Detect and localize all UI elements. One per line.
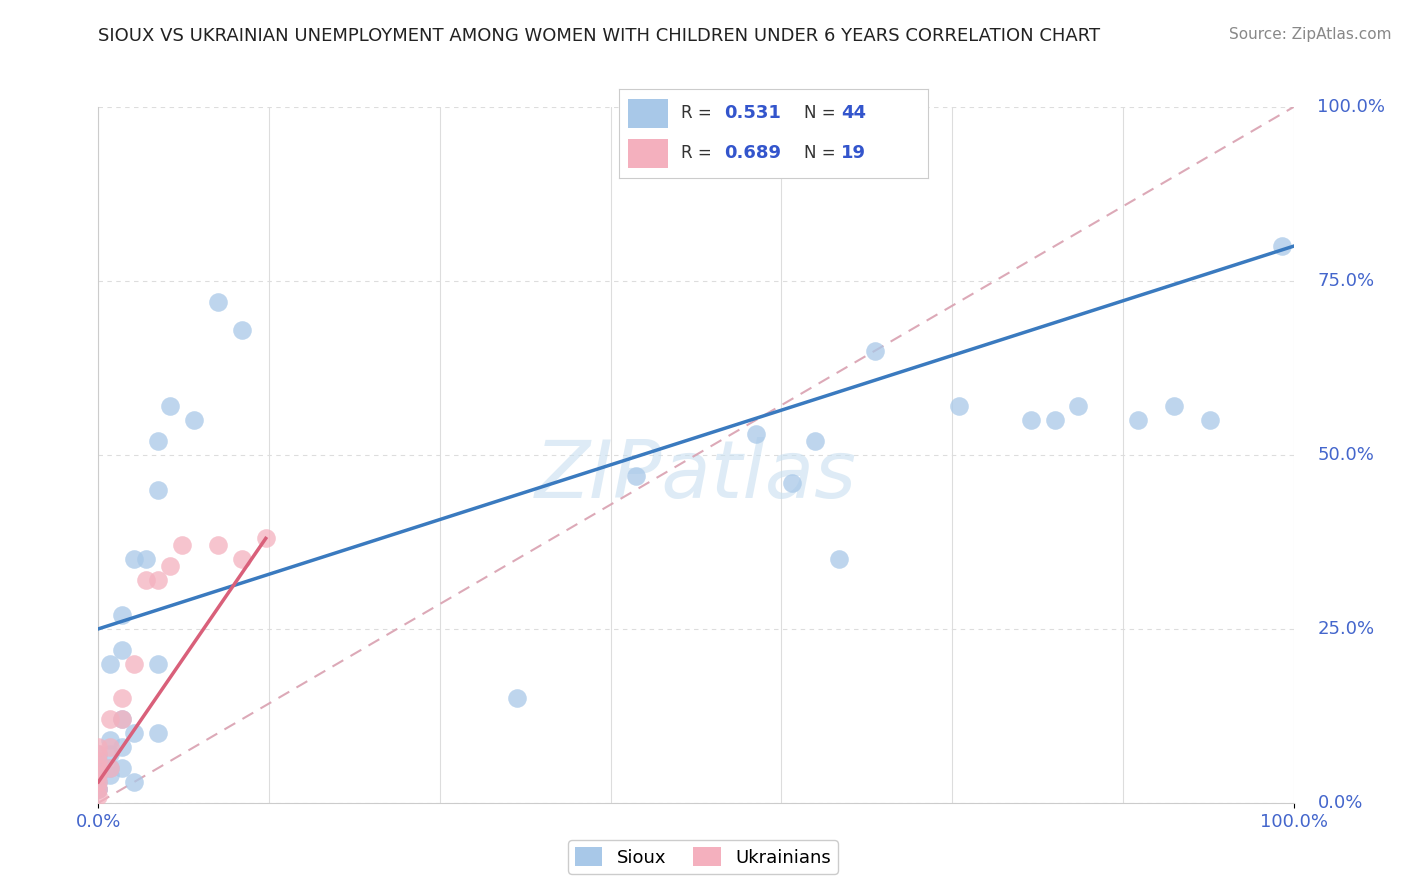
Point (87, 761, 110, 775)
Point (828, 552, 851, 566)
Text: 75.0%: 75.0% (1317, 272, 1375, 290)
Point (87, 781, 110, 796)
Point (1067, 399, 1090, 413)
Point (148, 726, 170, 740)
Point (87, 789, 110, 803)
FancyBboxPatch shape (628, 139, 668, 168)
Point (172, 538, 194, 552)
Point (124, 552, 146, 566)
Point (148, 434, 170, 448)
Point (87, 747, 110, 761)
Point (135, 552, 157, 566)
Point (624, 468, 647, 483)
Point (863, 343, 886, 358)
Point (745, 427, 768, 442)
Point (124, 657, 146, 671)
Point (87, 775, 110, 789)
Point (231, 552, 253, 566)
Point (98, 768, 122, 782)
Text: 0.689: 0.689 (724, 145, 780, 162)
Point (87, 781, 110, 796)
Point (87, 754, 110, 768)
Point (98, 733, 122, 747)
Point (111, 740, 134, 755)
Point (159, 399, 181, 413)
Point (1198, 413, 1220, 427)
Text: ZIPatlas: ZIPatlas (534, 437, 858, 515)
Point (780, 475, 803, 490)
Point (183, 413, 205, 427)
Text: 0.531: 0.531 (724, 104, 780, 122)
Text: N =: N = (804, 104, 841, 122)
Point (124, 726, 146, 740)
Point (135, 573, 157, 587)
Text: 100.0%: 100.0% (1317, 98, 1385, 116)
Point (98, 761, 122, 775)
Text: R =: R = (681, 145, 717, 162)
Point (207, 294, 229, 309)
Point (1019, 413, 1042, 427)
Point (506, 691, 529, 706)
Point (948, 399, 970, 413)
Text: 50.0%: 50.0% (1317, 446, 1374, 464)
Point (87, 761, 110, 775)
Point (231, 323, 253, 337)
FancyBboxPatch shape (628, 99, 668, 128)
Point (98, 657, 122, 671)
Text: SIOUX VS UKRAINIAN UNEMPLOYMENT AMONG WOMEN WITH CHILDREN UNDER 6 YEARS CORRELAT: SIOUX VS UKRAINIAN UNEMPLOYMENT AMONG WO… (98, 27, 1101, 45)
Text: 25.0%: 25.0% (1317, 620, 1375, 638)
Point (87, 768, 110, 782)
Point (98, 712, 122, 726)
Point (148, 657, 170, 671)
Point (207, 538, 229, 552)
Point (111, 761, 134, 775)
Point (1128, 413, 1150, 427)
Text: R =: R = (681, 104, 717, 122)
Point (98, 761, 122, 775)
Point (87, 775, 110, 789)
Point (124, 775, 146, 789)
Text: 0.0%: 0.0% (1317, 794, 1362, 812)
Point (1163, 399, 1185, 413)
Point (98, 740, 122, 755)
Point (254, 532, 277, 546)
Text: N =: N = (804, 145, 841, 162)
Point (111, 642, 134, 657)
Point (1043, 413, 1066, 427)
Text: 19: 19 (841, 145, 866, 162)
Point (111, 712, 134, 726)
Legend: Sioux, Ukrainians: Sioux, Ukrainians (568, 840, 838, 874)
Point (148, 483, 170, 497)
Point (148, 573, 170, 587)
Point (111, 691, 134, 706)
Point (87, 754, 110, 768)
Point (159, 559, 181, 574)
Point (87, 768, 110, 782)
Point (87, 740, 110, 755)
Text: 44: 44 (841, 104, 866, 122)
Point (804, 434, 827, 448)
Point (87, 747, 110, 761)
Point (98, 747, 122, 761)
Point (87, 781, 110, 796)
Point (1271, 239, 1294, 253)
Text: Source: ZipAtlas.com: Source: ZipAtlas.com (1229, 27, 1392, 42)
Point (111, 607, 134, 622)
Point (111, 712, 134, 726)
